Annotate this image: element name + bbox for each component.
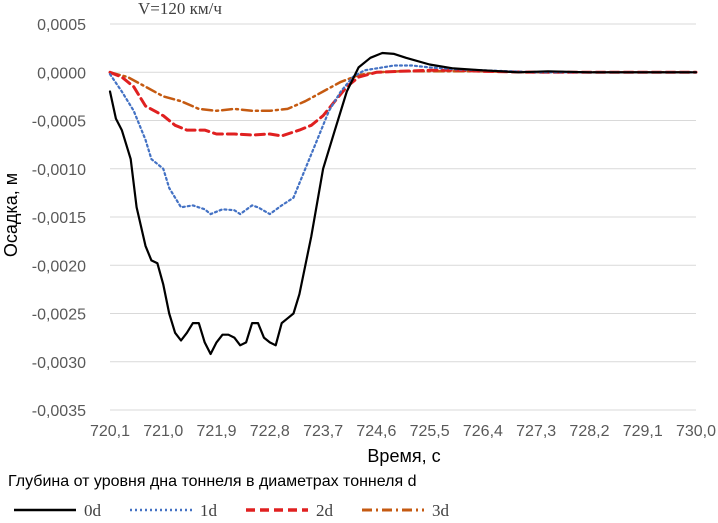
series-line-2d: [108, 68, 698, 138]
gridlines: [110, 23, 696, 411]
x-axis-title: Время, с: [367, 446, 440, 466]
legend-label-3d: 3d: [432, 501, 450, 520]
y-tick-label: -0,0005: [32, 114, 86, 131]
series-lines: [108, 51, 698, 356]
x-tick-label: 727,3: [516, 423, 556, 440]
x-tick-label: 730,0: [676, 423, 716, 440]
y-tick-label: -0,0020: [32, 258, 86, 275]
x-tick-label: 721,9: [197, 423, 237, 440]
y-tick-label: 0,0000: [37, 65, 86, 82]
x-tick-label: 729,1: [623, 423, 663, 440]
legend-title: Глубина от уровня дна тоннеля в диаметра…: [8, 473, 416, 490]
x-tick-label: 723,7: [303, 423, 343, 440]
series-line-1d: [108, 64, 698, 216]
y-tick-label: -0,0035: [32, 403, 86, 420]
x-tick-label: 722,8: [250, 423, 290, 440]
y-tick-label: -0,0030: [32, 355, 86, 372]
x-tick-labels: 720,1 721,0 721,9 722,8 723,7 724,6 725,5 726,4…: [90, 423, 716, 440]
x-tick-label: 724,6: [356, 423, 396, 440]
x-tick-label: 720,1: [90, 423, 130, 440]
legend-label-2d: 2d: [316, 501, 334, 520]
x-tick-label: 721,0: [143, 423, 183, 440]
series-line-3d: [108, 70, 698, 113]
series-line-0d: [108, 51, 698, 356]
y-axis-title: Осадка, м: [1, 173, 21, 257]
y-tick-label: -0,0015: [32, 210, 86, 227]
x-tick-label: 728,2: [569, 423, 609, 440]
legend-label-0d: 0d: [84, 501, 102, 520]
y-tick-label: -0,0025: [32, 307, 86, 324]
speed-annotation: V=120 км/ч: [138, 0, 222, 18]
y-tick-labels: 0,0005 0,0000 -0,0005 -0,0010 -0,0015 -0,0020…: [32, 17, 86, 420]
x-tick-label: 726,4: [463, 423, 503, 440]
legend: 0d 1d 2d 3d: [14, 501, 450, 520]
x-tick-label: 725,5: [410, 423, 450, 440]
y-tick-label: 0,0005: [37, 17, 86, 34]
legend-label-1d: 1d: [200, 501, 218, 520]
y-tick-label: -0,0010: [32, 162, 86, 179]
